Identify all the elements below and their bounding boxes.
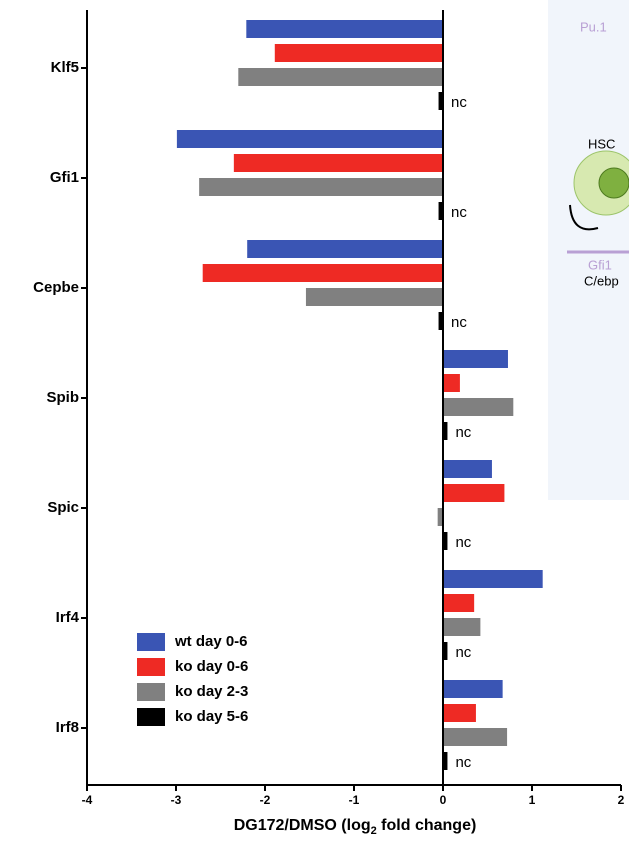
bar xyxy=(443,704,476,722)
inset-label: C/ebp xyxy=(584,273,619,288)
value-label: nc xyxy=(455,644,471,661)
bar xyxy=(443,374,460,392)
bar xyxy=(443,398,514,416)
bar xyxy=(443,594,475,612)
x-axis-label-main: DG172/DMSO (log xyxy=(234,817,371,834)
bar xyxy=(247,240,443,258)
bar xyxy=(437,508,443,526)
y-tick-label: Gfi1 xyxy=(50,169,79,186)
x-tick-label: -2 xyxy=(260,793,271,807)
x-axis-label-sub: 2 xyxy=(371,825,377,837)
legend-swatch xyxy=(137,633,165,651)
bar xyxy=(199,178,443,196)
y-tick-label: Spic xyxy=(47,499,79,516)
bar xyxy=(443,460,492,478)
y-tick-label: Klf5 xyxy=(51,59,79,76)
inset-label: HSC xyxy=(588,136,615,151)
x-tick-label: 1 xyxy=(529,793,536,807)
bar xyxy=(443,728,508,746)
bar xyxy=(443,422,448,440)
legend-swatch xyxy=(137,708,165,726)
bar xyxy=(438,92,443,110)
inset-label: Gfi1 xyxy=(588,257,612,272)
bar xyxy=(238,68,443,86)
value-label: nc xyxy=(455,534,471,551)
value-label: nc xyxy=(451,204,467,221)
value-label: nc xyxy=(451,94,467,111)
x-tick-label: -4 xyxy=(82,793,93,807)
bar xyxy=(233,154,443,172)
bar xyxy=(443,618,481,636)
bar xyxy=(443,484,505,502)
legend-label: wt day 0-6 xyxy=(174,633,248,650)
inset-panel xyxy=(548,0,629,500)
x-tick-label: 2 xyxy=(618,793,625,807)
bar xyxy=(443,570,543,588)
bar xyxy=(305,288,443,306)
bar xyxy=(443,680,503,698)
bar xyxy=(443,642,448,660)
x-tick-label: -3 xyxy=(171,793,182,807)
bar xyxy=(438,312,443,330)
x-tick-label: 0 xyxy=(440,793,447,807)
bar xyxy=(202,264,443,282)
legend-label: ko day 5-6 xyxy=(175,708,248,725)
y-tick-label: Irf8 xyxy=(56,719,79,736)
bar xyxy=(443,532,448,550)
bar xyxy=(438,202,443,220)
y-tick-label: Irf4 xyxy=(56,609,80,626)
x-axis-label: DG172/DMSO (log2 fold change) xyxy=(234,817,477,837)
y-tick-label: Spib xyxy=(47,389,80,406)
bar xyxy=(176,130,443,148)
bar xyxy=(443,752,448,770)
bar xyxy=(274,44,443,62)
x-axis-label-end: fold change) xyxy=(377,817,477,834)
inset-arrow xyxy=(569,204,599,231)
value-label: nc xyxy=(455,424,471,441)
legend-label: ko day 0-6 xyxy=(175,658,248,675)
x-tick-label: -1 xyxy=(349,793,360,807)
inset-nucleus xyxy=(598,167,629,199)
legend-swatch xyxy=(137,658,165,676)
bar xyxy=(246,20,443,38)
value-label: nc xyxy=(455,754,471,771)
legend-label: ko day 2-3 xyxy=(175,683,248,700)
y-tick-label: Cepbe xyxy=(33,279,79,296)
legend-swatch xyxy=(137,683,165,701)
inset-label: Pu.1 xyxy=(580,19,607,34)
value-label: nc xyxy=(451,314,467,331)
bar xyxy=(443,350,508,368)
